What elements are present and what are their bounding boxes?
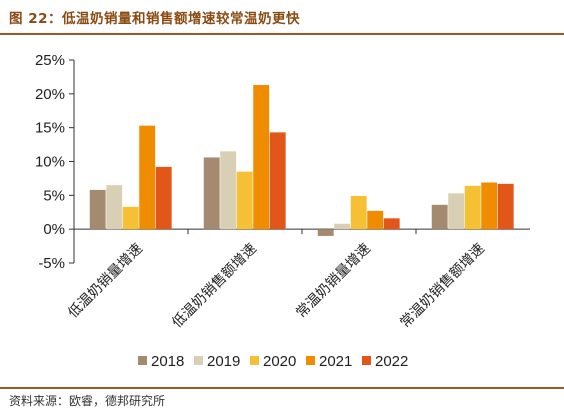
legend-label-2021: 2021 — [319, 353, 352, 370]
bar-2022-4 — [497, 183, 514, 230]
category-label: 常温奶销量增速 — [293, 241, 374, 322]
bar-2018-3 — [317, 229, 334, 236]
bar-2020-1 — [122, 206, 139, 230]
legend-swatch-2021 — [306, 356, 315, 365]
y-tick-label: 5% — [43, 187, 65, 204]
bar-2019-3 — [334, 223, 351, 230]
legend-label-2020: 2020 — [263, 353, 296, 370]
chart-legend: 2018 2019 2020 2021 2022 — [138, 353, 408, 370]
y-tick-label: 25% — [35, 52, 65, 69]
y-tick-label: 20% — [35, 86, 65, 103]
bar-2022-3 — [383, 218, 400, 230]
legend-label-2018: 2018 — [151, 353, 184, 370]
source-note: 资料来源：欧睿，德邦研究所 — [9, 394, 166, 408]
category-label: 常温奶销售额增速 — [397, 241, 488, 332]
y-tick-label: 15% — [35, 120, 65, 137]
legend-label-2019: 2019 — [207, 353, 240, 370]
legend-swatch-2019 — [194, 356, 203, 365]
chart-bars — [89, 85, 514, 236]
y-tick-label: 0% — [43, 221, 65, 238]
bar-2018-1 — [89, 189, 106, 230]
bar-2021-4 — [481, 182, 498, 230]
bar-2021-2 — [253, 85, 270, 230]
bar-2021-3 — [367, 210, 384, 230]
legend-swatch-2022 — [362, 356, 371, 365]
bar-2019-1 — [106, 185, 123, 230]
source-divider — [0, 387, 564, 389]
chart-axes: -5% 0% 5% 10% 15% 20% 25% — [35, 52, 530, 272]
legend-swatch-2018 — [138, 356, 147, 365]
bar-chart: -5% 0% 5% 10% 15% 20% 25% 低温奶销量增速 低温奶销售额增速 常温奶销量… — [35, 52, 530, 370]
category-label: 低温奶销量增速 — [65, 241, 146, 322]
legend-label-2022: 2022 — [375, 353, 408, 370]
category-label: 低温奶销售额增速 — [169, 241, 260, 332]
legend-swatch-2020 — [250, 356, 259, 365]
bar-2022-2 — [269, 132, 286, 230]
bar-2019-2 — [220, 151, 237, 230]
bar-2018-4 — [431, 204, 448, 230]
bar-2019-4 — [448, 193, 465, 230]
figure-title: 图 22：低温奶销量和销售额增速较常温奶更快 — [9, 11, 300, 27]
bar-2021-1 — [139, 125, 156, 230]
category-labels: 低温奶销量增速 低温奶销售额增速 常温奶销量增速 常温奶销售额增速 — [65, 241, 488, 332]
y-tick-label: -5% — [38, 255, 65, 272]
title-divider — [0, 33, 564, 35]
bar-2018-2 — [203, 157, 220, 230]
y-tick-label: 10% — [35, 154, 65, 171]
bar-2020-3 — [350, 196, 367, 230]
bar-2020-2 — [236, 171, 253, 230]
bar-2020-4 — [464, 185, 481, 230]
bar-2022-1 — [155, 166, 172, 230]
